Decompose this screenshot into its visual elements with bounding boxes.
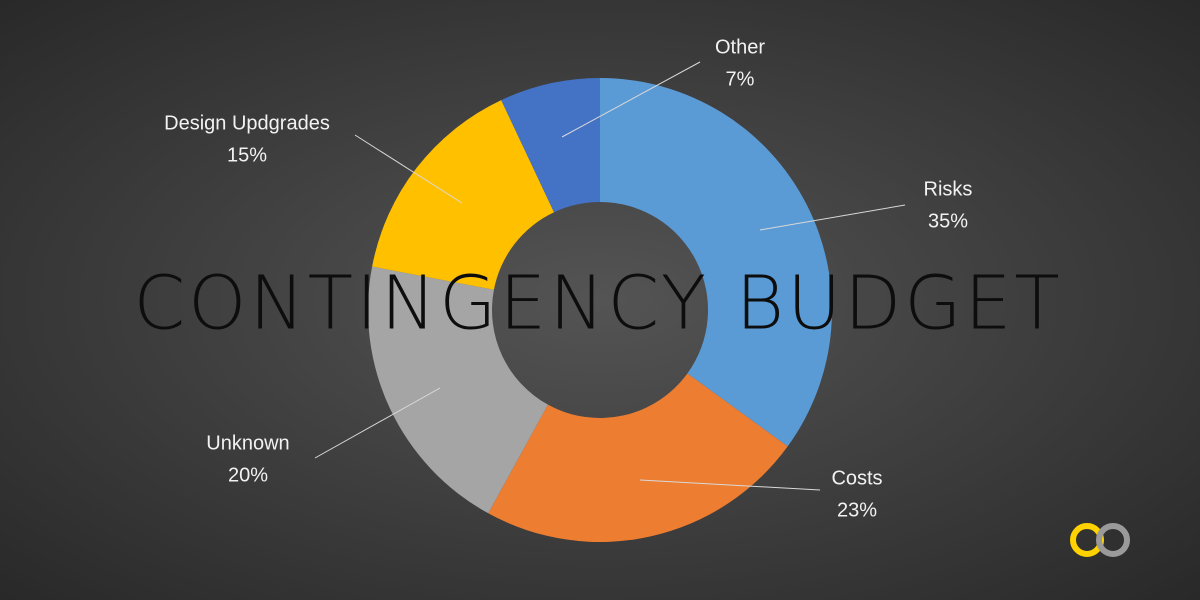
leader-line <box>759 204 906 231</box>
leader-line <box>354 134 463 204</box>
donut-slice <box>372 100 555 290</box>
slice-label: Other <box>715 36 765 58</box>
leader-line <box>561 61 701 138</box>
chart-title: CONTINGENCY BUDGET <box>133 261 1062 347</box>
leader-line <box>639 479 821 491</box>
value-label: 20% <box>228 464 268 486</box>
slice-label: Unknown <box>206 432 289 454</box>
labels: Risks 35% Costs 23% Unknown 20% Design Updgrad… <box>164 36 972 521</box>
value-label: 15% <box>227 144 267 166</box>
value-label: 35% <box>928 210 968 232</box>
leader-line <box>314 387 441 459</box>
donut-slice <box>501 78 600 213</box>
value-label: 7% <box>726 68 755 90</box>
logo <box>1070 523 1130 557</box>
logo-ring <box>1096 523 1130 557</box>
donut <box>367 78 832 542</box>
slice-label: Risks <box>924 178 973 200</box>
donut-slice <box>600 78 832 447</box>
slice-label: Design Updgrades <box>164 112 330 134</box>
donut-slice <box>488 373 788 542</box>
value-label: 23% <box>837 499 877 521</box>
slice-label: Costs <box>831 467 882 489</box>
donut-slice <box>367 266 548 514</box>
